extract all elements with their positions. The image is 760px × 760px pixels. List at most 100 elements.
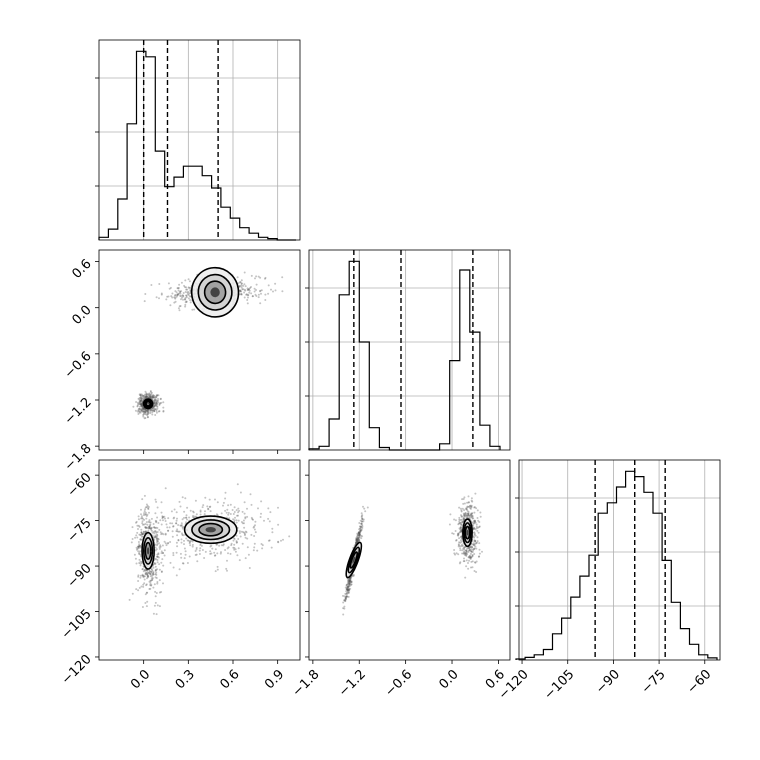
x-ticklabel: 0.6 xyxy=(217,667,242,692)
scatter-point xyxy=(358,532,361,535)
scatter-point xyxy=(355,539,358,541)
scatter-point xyxy=(357,532,360,534)
scatter-point xyxy=(246,299,249,301)
scatter-point xyxy=(347,588,350,591)
scatter-point xyxy=(154,404,157,407)
scatter-point xyxy=(471,512,474,515)
scatter-point xyxy=(345,584,348,587)
scatter-point xyxy=(288,535,291,538)
scatter-point xyxy=(216,552,219,555)
scatter-point xyxy=(154,414,157,416)
scatter-point xyxy=(459,519,462,521)
scatter-point xyxy=(189,544,192,547)
scatter-point xyxy=(359,525,362,528)
scatter-point xyxy=(472,531,475,534)
scatter-point xyxy=(184,303,187,306)
scatter-point xyxy=(140,560,143,563)
y-ticklabel: 0.0 xyxy=(69,303,94,328)
scatter-point xyxy=(466,547,469,550)
scatter-point xyxy=(156,540,159,543)
scatter-point xyxy=(454,530,457,532)
scatter-point xyxy=(189,540,192,543)
scatter-point xyxy=(257,296,260,299)
scatter-point xyxy=(138,410,141,413)
scatter-point xyxy=(459,527,462,530)
scatter-point xyxy=(467,556,470,559)
scatter-point xyxy=(234,516,236,519)
scatter-point xyxy=(141,573,144,576)
scatter-point xyxy=(209,552,212,555)
scatter-point xyxy=(464,512,467,515)
scatter-point xyxy=(475,571,478,573)
scatter-point xyxy=(356,539,359,542)
scatter-point xyxy=(181,296,183,299)
scatter-point xyxy=(144,526,147,529)
scatter-point xyxy=(239,281,241,284)
scatter-point xyxy=(464,552,467,555)
x-ticklabel: −0.6 xyxy=(382,667,415,700)
scatter-point xyxy=(135,562,138,565)
scatter-point xyxy=(137,575,140,578)
scatter-point xyxy=(473,543,476,546)
scatter-point xyxy=(467,512,469,515)
scatter-point xyxy=(140,562,143,565)
scatter-point xyxy=(473,519,476,522)
scatter-point xyxy=(349,579,352,582)
scatter-point xyxy=(134,536,137,539)
scatter-point xyxy=(475,523,478,526)
scatter-point xyxy=(144,408,147,411)
scatter-point xyxy=(222,504,224,507)
scatter-point xyxy=(240,286,243,289)
scatter-point xyxy=(474,540,476,543)
scatter-point xyxy=(149,572,152,575)
scatter-point xyxy=(475,542,478,544)
scatter-point xyxy=(181,518,184,521)
scatter-point xyxy=(140,409,143,412)
scatter-point xyxy=(148,511,150,514)
scatter-point xyxy=(142,576,145,579)
scatter-point xyxy=(214,554,217,557)
scatter-point xyxy=(149,523,152,526)
scatter-point xyxy=(174,294,177,296)
scatter-point xyxy=(462,517,465,520)
scatter-point xyxy=(156,516,159,519)
scatter-point xyxy=(461,549,464,552)
scatter-point xyxy=(239,293,242,296)
scatter-point xyxy=(451,532,454,535)
density-level xyxy=(466,530,469,536)
scatter-point xyxy=(150,527,153,530)
scatter-point xyxy=(348,589,351,592)
scatter-point xyxy=(357,532,360,535)
scatter-point xyxy=(155,296,158,299)
scatter-point xyxy=(277,540,280,543)
scatter-point xyxy=(361,514,364,517)
scatter-point xyxy=(342,594,344,597)
scatter-point xyxy=(470,504,473,507)
scatter-point xyxy=(238,285,241,287)
scatter-point xyxy=(189,287,192,289)
scatter-point xyxy=(155,399,158,402)
scatter-point xyxy=(139,538,142,541)
scatter-point xyxy=(151,577,154,580)
scatter-point xyxy=(355,538,358,541)
scatter-point xyxy=(152,394,155,397)
scatter-point xyxy=(180,522,183,525)
scatter-point xyxy=(188,542,191,545)
scatter-point xyxy=(173,516,176,519)
scatter-point xyxy=(141,405,144,408)
scatter-point xyxy=(142,410,145,413)
scatter-point xyxy=(160,401,163,404)
scatter-point xyxy=(181,527,184,530)
scatter-point xyxy=(138,410,140,412)
scatter-point xyxy=(210,552,213,555)
scatter-point xyxy=(149,408,152,411)
scatter-0-2 xyxy=(95,474,291,664)
scatter-point xyxy=(471,515,474,518)
scatter-point xyxy=(153,402,156,405)
scatter-point xyxy=(259,302,262,305)
scatter-point xyxy=(175,291,178,294)
scatter-point xyxy=(173,294,176,297)
scatter-point xyxy=(144,571,147,574)
scatter-point xyxy=(199,547,202,550)
scatter-point xyxy=(148,392,151,395)
